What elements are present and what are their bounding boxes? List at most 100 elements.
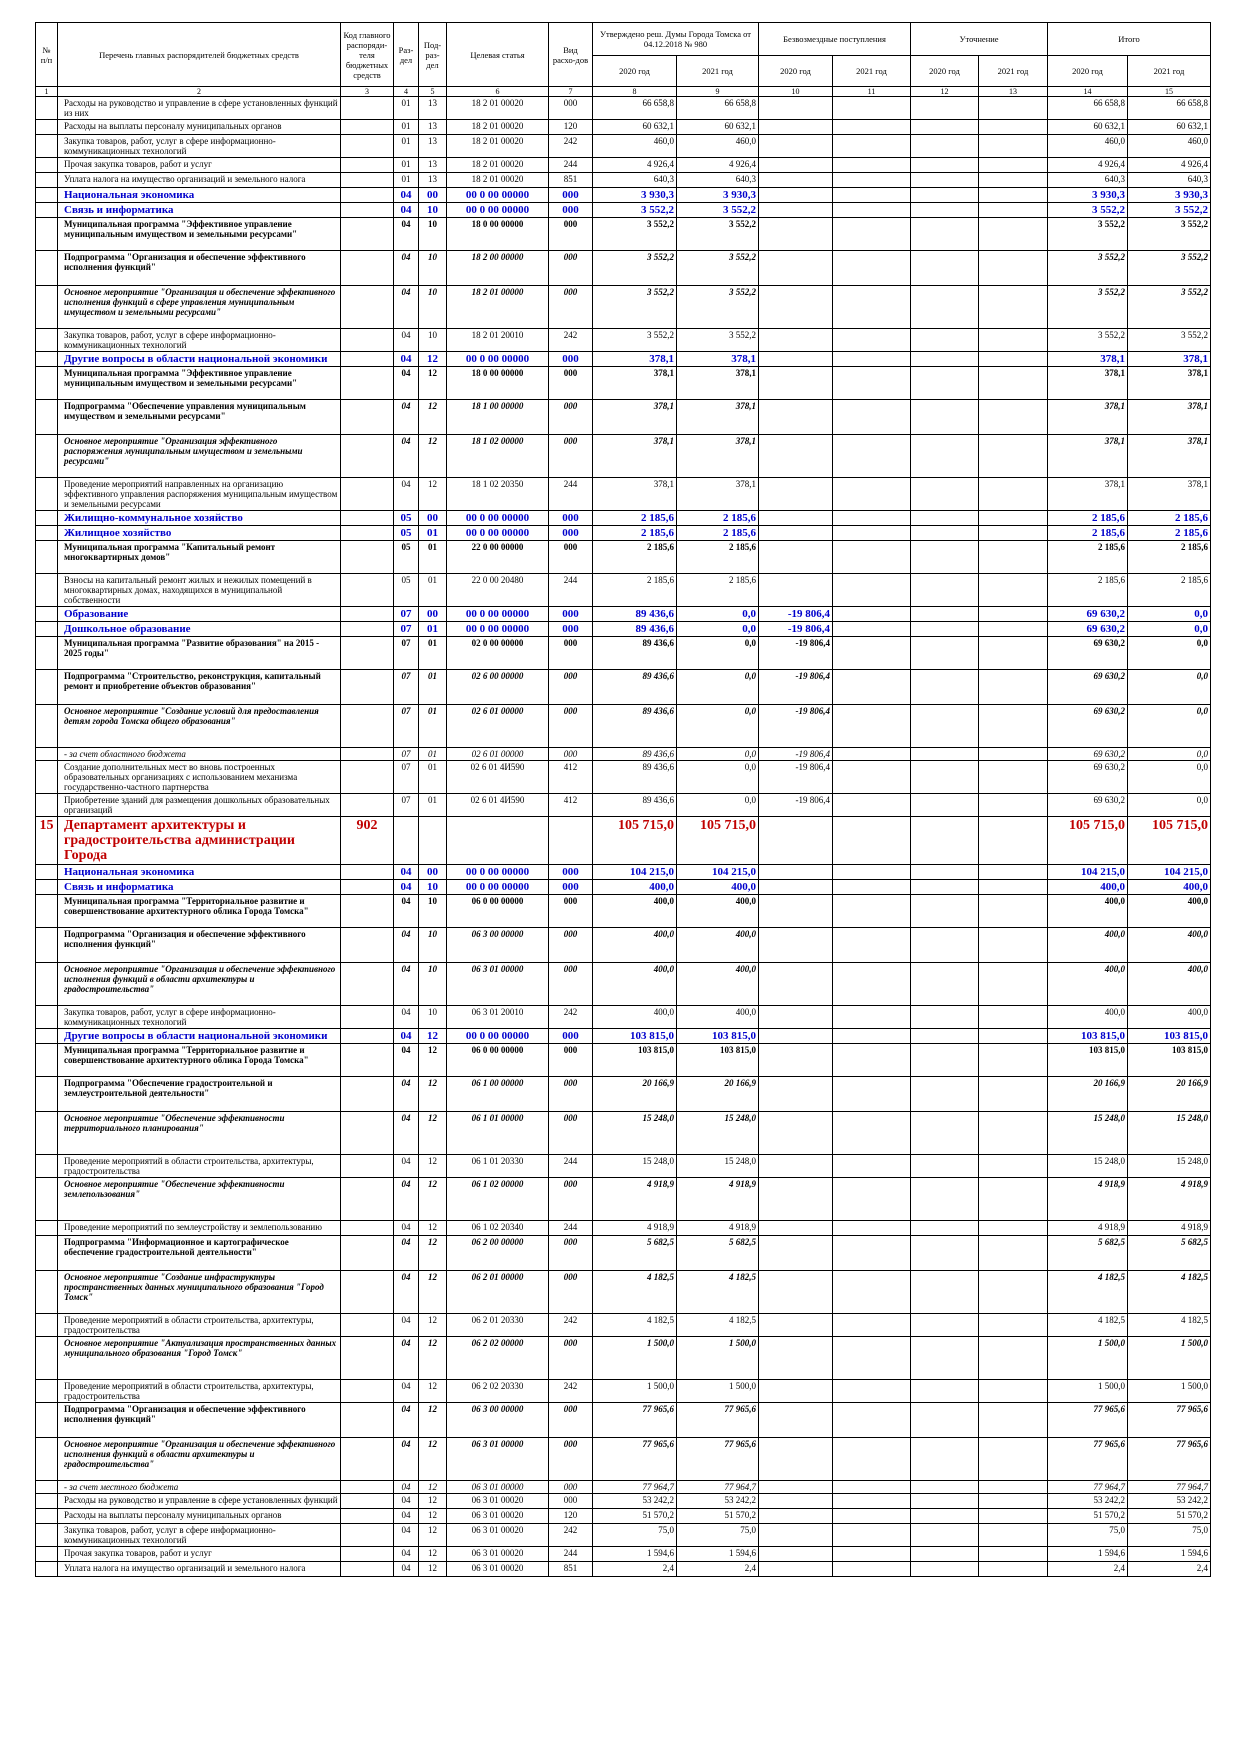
table-cell: 000 [548, 1177, 593, 1221]
table-cell [910, 1493, 980, 1509]
table-row: Проведение мероприятий в области строите… [35, 1313, 1212, 1337]
table-row: 15 Департамент архитектуры и градостроите… [35, 816, 1212, 865]
table-cell: 06 3 00 00000 [446, 1402, 549, 1438]
table-cell: 77 965,6 [675, 1437, 760, 1481]
budget-table: № п/п Перечень главных распорядителей бю… [35, 22, 1212, 1577]
table-cell [340, 879, 394, 895]
table-cell: 4 182,5 [675, 1270, 760, 1314]
table-cell: 378,1 [1047, 366, 1129, 400]
table-cell: Жилищное хозяйство [57, 525, 341, 541]
table-cell [910, 793, 980, 817]
table-cell [35, 1177, 58, 1221]
table-cell [910, 636, 980, 670]
table-cell: 103 815,0 [1127, 1028, 1212, 1044]
header-cell: Целевая статья [446, 22, 549, 87]
table-cell: 89 436,6 [592, 760, 677, 794]
table-cell [832, 894, 912, 928]
table-cell: 53 242,2 [592, 1493, 677, 1509]
table-cell: 12 [418, 1220, 447, 1236]
table-cell [978, 399, 1049, 435]
table-cell [758, 1508, 834, 1524]
table-cell: 06 3 01 00000 [446, 1437, 549, 1481]
table-cell: 69 630,2 [1047, 760, 1129, 794]
table-cell: 5 682,5 [675, 1235, 760, 1271]
table-cell: 242 [548, 134, 593, 158]
table-cell: 5 682,5 [1047, 1235, 1129, 1271]
table-cell: 06 3 01 00000 [446, 1480, 549, 1494]
table-cell [758, 328, 834, 352]
table-cell: 640,3 [592, 172, 677, 188]
table-cell: 3 552,2 [1127, 217, 1212, 251]
table-cell: 18 2 00 00000 [446, 250, 549, 286]
table-cell [978, 1313, 1049, 1337]
table-cell [910, 328, 980, 352]
table-cell: 00 0 00 00000 [446, 1028, 549, 1044]
table-cell: 4 182,5 [675, 1313, 760, 1337]
table-cell: Уплата налога на имущество организаций и… [57, 172, 341, 188]
table-cell [910, 1546, 980, 1562]
table-cell: 05 [393, 510, 419, 526]
table-cell: Другие вопросы в области национальной эк… [57, 1028, 341, 1044]
table-cell: Национальная экономика [57, 864, 341, 880]
table-cell: 07 [393, 793, 419, 817]
table-cell: 0,0 [1127, 636, 1212, 670]
table-cell: 05 [393, 540, 419, 574]
table-cell [910, 879, 980, 895]
table-cell [978, 793, 1049, 817]
table-cell: 06 0 00 00000 [446, 894, 549, 928]
table-cell [340, 525, 394, 541]
table-cell [978, 1235, 1049, 1271]
table-row: Подпрограмма "Информационное и картограф… [35, 1235, 1212, 1271]
table-cell [758, 157, 834, 173]
table-cell [910, 962, 980, 1006]
table-cell: Прочая закупка товаров, работ и услуг [57, 1546, 341, 1562]
table-cell: 000 [548, 1437, 593, 1481]
table-cell: 1 594,6 [675, 1546, 760, 1562]
table-cell: 1 500,0 [675, 1379, 760, 1403]
table-cell [832, 1508, 912, 1524]
table-cell: 01 [418, 573, 447, 607]
table-cell: 12 [418, 1336, 447, 1380]
table-cell: 4 918,9 [1047, 1220, 1129, 1236]
table-cell: 640,3 [1127, 172, 1212, 188]
table-cell [978, 285, 1049, 329]
table-cell: 02 6 01 00000 [446, 747, 549, 761]
table-cell: 1 594,6 [592, 1546, 677, 1562]
table-cell: 00 [418, 510, 447, 526]
table-cell: 69 630,2 [1047, 606, 1129, 622]
table-cell: 69 630,2 [1047, 621, 1129, 637]
table-cell [978, 1508, 1049, 1524]
table-cell: 400,0 [1127, 927, 1212, 963]
table-cell: Основное мероприятие "Обеспечение эффект… [57, 1111, 341, 1155]
table-cell: 06 1 01 00000 [446, 1111, 549, 1155]
table-cell: 89 436,6 [592, 606, 677, 622]
table-cell [35, 1270, 58, 1314]
table-cell: Жилищно-коммунальное хозяйство [57, 510, 341, 526]
table-cell: 04 [393, 894, 419, 928]
table-cell: 2,4 [1047, 1561, 1129, 1577]
table-cell: 244 [548, 573, 593, 607]
table-cell: 244 [548, 477, 593, 511]
table-cell [340, 285, 394, 329]
table-cell: 89 436,6 [592, 704, 677, 748]
table-cell: 06 3 01 00020 [446, 1523, 549, 1547]
table-cell [910, 760, 980, 794]
table-cell [832, 96, 912, 120]
column-number: 4 [393, 86, 419, 97]
table-cell [832, 1523, 912, 1547]
table-cell [832, 1005, 912, 1029]
table-row: Основное мероприятие "Актуализация прост… [35, 1336, 1212, 1380]
table-cell: 12 [418, 351, 447, 367]
table-cell [832, 157, 912, 173]
table-cell: 04 [393, 1508, 419, 1524]
table-cell: 4 926,4 [592, 157, 677, 173]
table-cell: Муниципальная программа "Капитальный рем… [57, 540, 341, 574]
table-cell [978, 157, 1049, 173]
table-row: Подпрограмма "Строительство, реконструкц… [35, 669, 1212, 705]
table-cell: 0,0 [1127, 747, 1212, 761]
table-cell: 2 185,6 [675, 510, 760, 526]
table-cell: 00 0 00 00000 [446, 187, 549, 203]
table-cell: Проведение мероприятий в области строите… [57, 1154, 341, 1178]
table-cell [446, 816, 549, 865]
table-cell [758, 879, 834, 895]
